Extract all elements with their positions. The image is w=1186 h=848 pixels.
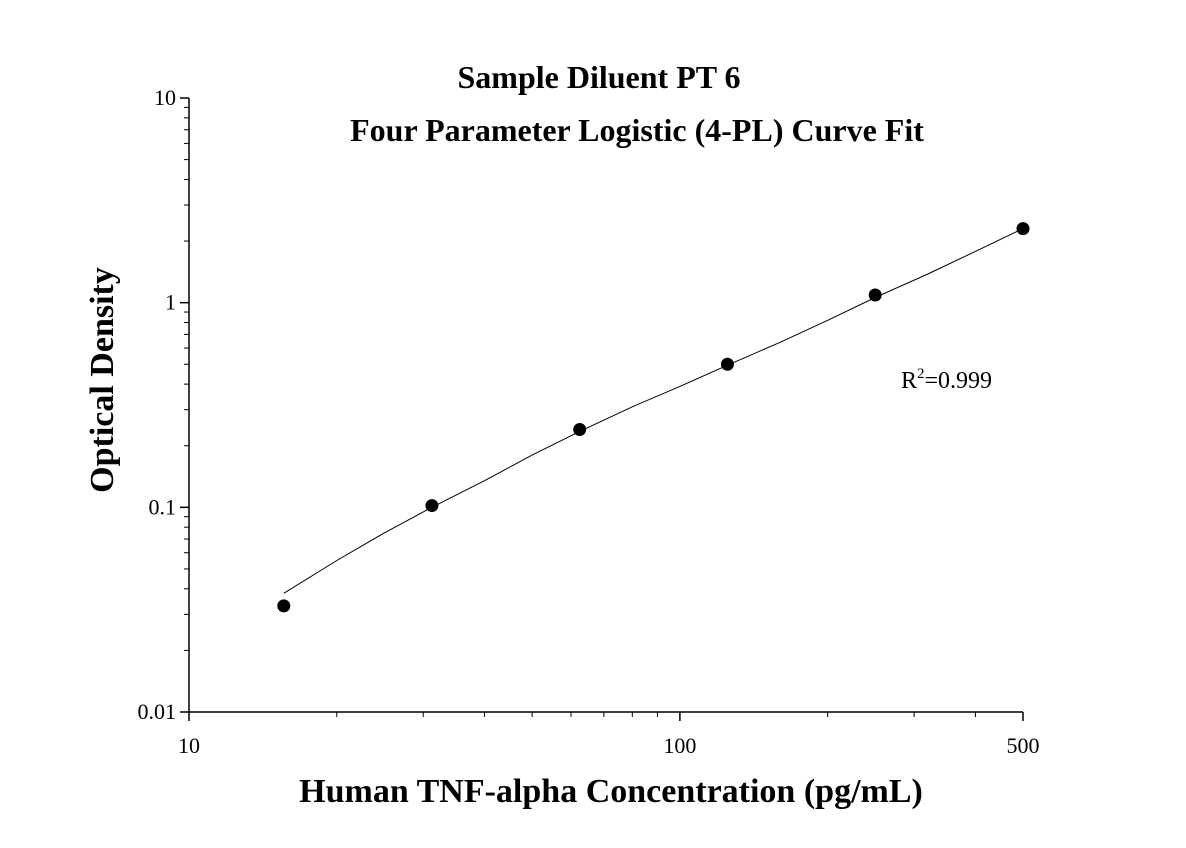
y-tick-label: 10 (154, 85, 176, 110)
data-point (868, 288, 882, 302)
data-point (277, 599, 291, 613)
y-axis-title: Optical Density (84, 267, 121, 493)
chart-title: Sample Diluent PT 6 (458, 59, 741, 95)
r-squared-superscript: 2 (917, 366, 925, 382)
data-point (1016, 222, 1030, 236)
data-points (277, 222, 1030, 613)
data-point (573, 423, 587, 437)
axes (188, 98, 1023, 713)
x-axis-title: Human TNF-alpha Concentration (pg/mL) (299, 773, 923, 810)
tick-labels: 0.01 0.1 1 10 10 100 500 (138, 85, 1040, 758)
y-tick-label: 1 (165, 290, 176, 315)
tick-marks (180, 97, 1024, 721)
r-squared-value: =0.999 (925, 368, 993, 394)
x-tick-label: 10 (178, 733, 200, 758)
data-point (425, 499, 439, 513)
y-tick-label: 0.01 (138, 699, 177, 724)
x-tick-label: 100 (663, 733, 696, 758)
fit-curve-line (283, 228, 1024, 594)
chart-subtitle: Four Parameter Logistic (4-PL) Curve Fit (350, 112, 924, 148)
x-tick-label: 500 (1007, 733, 1040, 758)
r-squared-label: R (901, 368, 917, 394)
y-tick-label: 0.1 (149, 494, 177, 519)
data-point (720, 357, 734, 371)
r-squared-annotation: R2=0.999 (901, 366, 992, 394)
